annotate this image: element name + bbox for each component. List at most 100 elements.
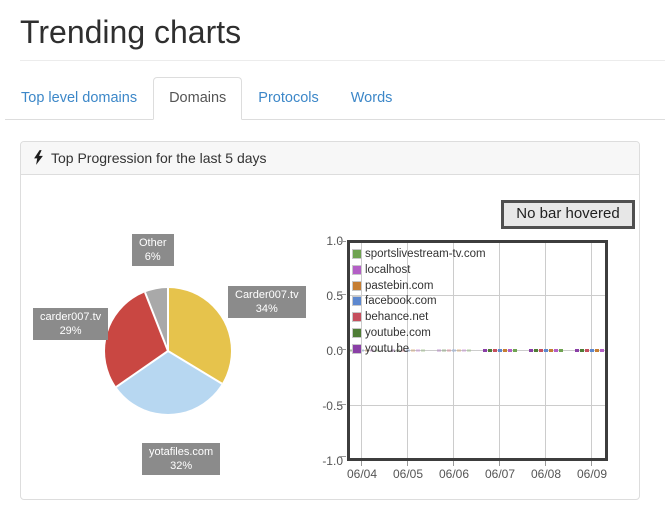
y-tick-label-1.0: 1.0	[326, 233, 343, 248]
tab-protocols[interactable]: Protocols	[242, 77, 334, 120]
bar-sportslivestream-tv.com[interactable]	[513, 348, 517, 352]
tab-top-level-domains[interactable]: Top level domains	[5, 77, 153, 120]
pie-label-carder007-tv-name: carder007.tv	[40, 310, 102, 323]
bar-behance.net[interactable]	[539, 348, 543, 352]
pie-slice-separator	[115, 349, 169, 388]
pie-slice-separator	[144, 291, 169, 351]
tab-domains-label[interactable]: Domains	[153, 77, 243, 120]
bar-facebook.com[interactable]	[590, 348, 594, 352]
bar-youtube.com[interactable]	[534, 348, 538, 352]
pie-chart[interactable]	[105, 287, 231, 414]
bar-youtube.com[interactable]	[580, 348, 584, 352]
legend-item-youtube: youtube.com	[352, 325, 486, 341]
bar-pastebin.com[interactable]	[503, 348, 507, 352]
tab-bar: Top level domains Domains Protocols Word…	[5, 77, 665, 120]
bar-facebook.com[interactable]	[406, 348, 410, 352]
bar-localhost[interactable]	[462, 348, 466, 352]
x-tick-label-0606: 06/06	[438, 466, 470, 481]
bar-facebook.com[interactable]	[544, 348, 548, 352]
legend-label: pastebin.com	[365, 279, 434, 292]
bar-youtube.com[interactable]	[488, 348, 492, 352]
bar-facebook.com[interactable]	[498, 348, 502, 352]
bar-behance.net[interactable]	[493, 348, 497, 352]
axis-tick	[361, 460, 362, 466]
bar-facebook.com[interactable]	[360, 348, 364, 352]
y-tick-label--0.5: -0.5	[322, 398, 343, 413]
bar-chart-grid	[350, 242, 605, 458]
bar-behance.net[interactable]	[401, 348, 405, 352]
pie-label-yotafiles-name: yotafiles.com	[149, 445, 214, 458]
legend-item-localhost: localhost	[352, 262, 486, 278]
tab-protocols-label[interactable]: Protocols	[258, 90, 319, 106]
tab-domains[interactable]: Domains	[153, 77, 243, 120]
bar-pastebin.com[interactable]	[365, 348, 369, 352]
legend-item-facebook: facebook.com	[352, 294, 486, 310]
page: Trending charts Top level domains Domain…	[0, 14, 665, 521]
bar-youtu.be[interactable]	[529, 348, 533, 352]
legend-swatch	[352, 327, 362, 338]
bar-pastebin.com[interactable]	[549, 348, 553, 352]
y-tick-label--1.0: -1.0	[322, 453, 343, 468]
bar-pastebin.com[interactable]	[457, 348, 461, 352]
bar-youtu.be[interactable]	[437, 348, 441, 352]
pie-label-yotafiles-pct: 32%	[170, 459, 193, 472]
legend-swatch	[352, 265, 362, 276]
x-tick-label-0607: 06/07	[484, 466, 516, 481]
tab-top-level-domains-label[interactable]: Top level domains	[21, 90, 138, 106]
gridline-h	[350, 349, 605, 351]
axis-tick	[453, 460, 454, 466]
lightning-bolt-icon	[34, 150, 43, 165]
bar-localhost[interactable]	[554, 348, 558, 352]
legend-swatch	[352, 312, 362, 323]
legend-label: youtu.be	[365, 342, 410, 355]
legend-swatch	[352, 296, 362, 307]
bar-localhost[interactable]	[370, 348, 374, 352]
bar-behance.net[interactable]	[447, 348, 451, 352]
tab-words-label[interactable]: Words	[350, 90, 393, 106]
axis-tick	[499, 460, 500, 466]
pie-label-carder007-tv-cap-name: Carder007.tv	[235, 288, 299, 301]
bar-sportslivestream-tv.com[interactable]	[375, 348, 379, 352]
legend-swatch	[352, 280, 362, 291]
x-tick-label-0609: 06/09	[576, 466, 608, 481]
axis-tick	[407, 460, 408, 466]
pie-label-other-pct: 6%	[144, 250, 161, 263]
tab-words[interactable]: Words	[335, 77, 409, 120]
legend-label: facebook.com	[365, 295, 437, 308]
y-tick-label-0.5: 0.5	[326, 288, 343, 303]
bar-youtube.com[interactable]	[396, 348, 400, 352]
pie-slice-separator	[167, 287, 169, 351]
bar-youtu.be[interactable]	[483, 348, 487, 352]
bar-sportslivestream-tv.com[interactable]	[559, 348, 563, 352]
axis-tick	[339, 403, 346, 405]
bar-sportslivestream-tv.com[interactable]	[467, 348, 471, 352]
bar-pastebin.com[interactable]	[411, 348, 415, 352]
bar-localhost[interactable]	[508, 348, 512, 352]
bar-sportslivestream-tv.com[interactable]	[421, 348, 425, 352]
pie-label-other-name: Other	[139, 236, 167, 249]
bar-chart-plot-area[interactable]: sportslivestream-tv.com localhost pasteb…	[339, 239, 608, 466]
legend-label: behance.net	[365, 311, 429, 324]
top-progression-panel: Top Progression for the last 5 days Othe…	[20, 140, 640, 500]
bar-youtu.be[interactable]	[575, 348, 579, 352]
legend-item-pastebin: pastebin.com	[352, 278, 486, 294]
bar-facebook.com[interactable]	[452, 348, 456, 352]
legend-item-youtu-be: youtu.be	[352, 341, 486, 357]
bar-localhost[interactable]	[416, 348, 420, 352]
bar-youtube.com[interactable]	[442, 348, 446, 352]
bar-pastebin.com[interactable]	[595, 348, 599, 352]
legend-label: youtube.com	[365, 326, 431, 339]
pie-label-yotafiles: yotafiles.com 32%	[142, 442, 221, 475]
x-tick-label-0605: 06/05	[392, 466, 424, 481]
y-tick-label-0.0: 0.0	[326, 343, 343, 358]
legend-item-sportslivestream: sportslivestream-tv.com	[352, 247, 486, 263]
bar-youtu.be[interactable]	[391, 348, 395, 352]
bar-localhost[interactable]	[600, 348, 604, 352]
pie-label-carder007-tv-pct: 29%	[59, 324, 82, 337]
bar-behance.net[interactable]	[585, 348, 589, 352]
legend-swatch	[352, 249, 362, 260]
x-tick-label-0608: 06/08	[530, 466, 562, 481]
pie-label-carder007-tv-cap: Carder007.tv 34%	[228, 285, 306, 318]
panel-body: Other 6% Carder007.tv 34% carder007.tv 2…	[21, 175, 639, 499]
axis-tick	[545, 460, 546, 466]
